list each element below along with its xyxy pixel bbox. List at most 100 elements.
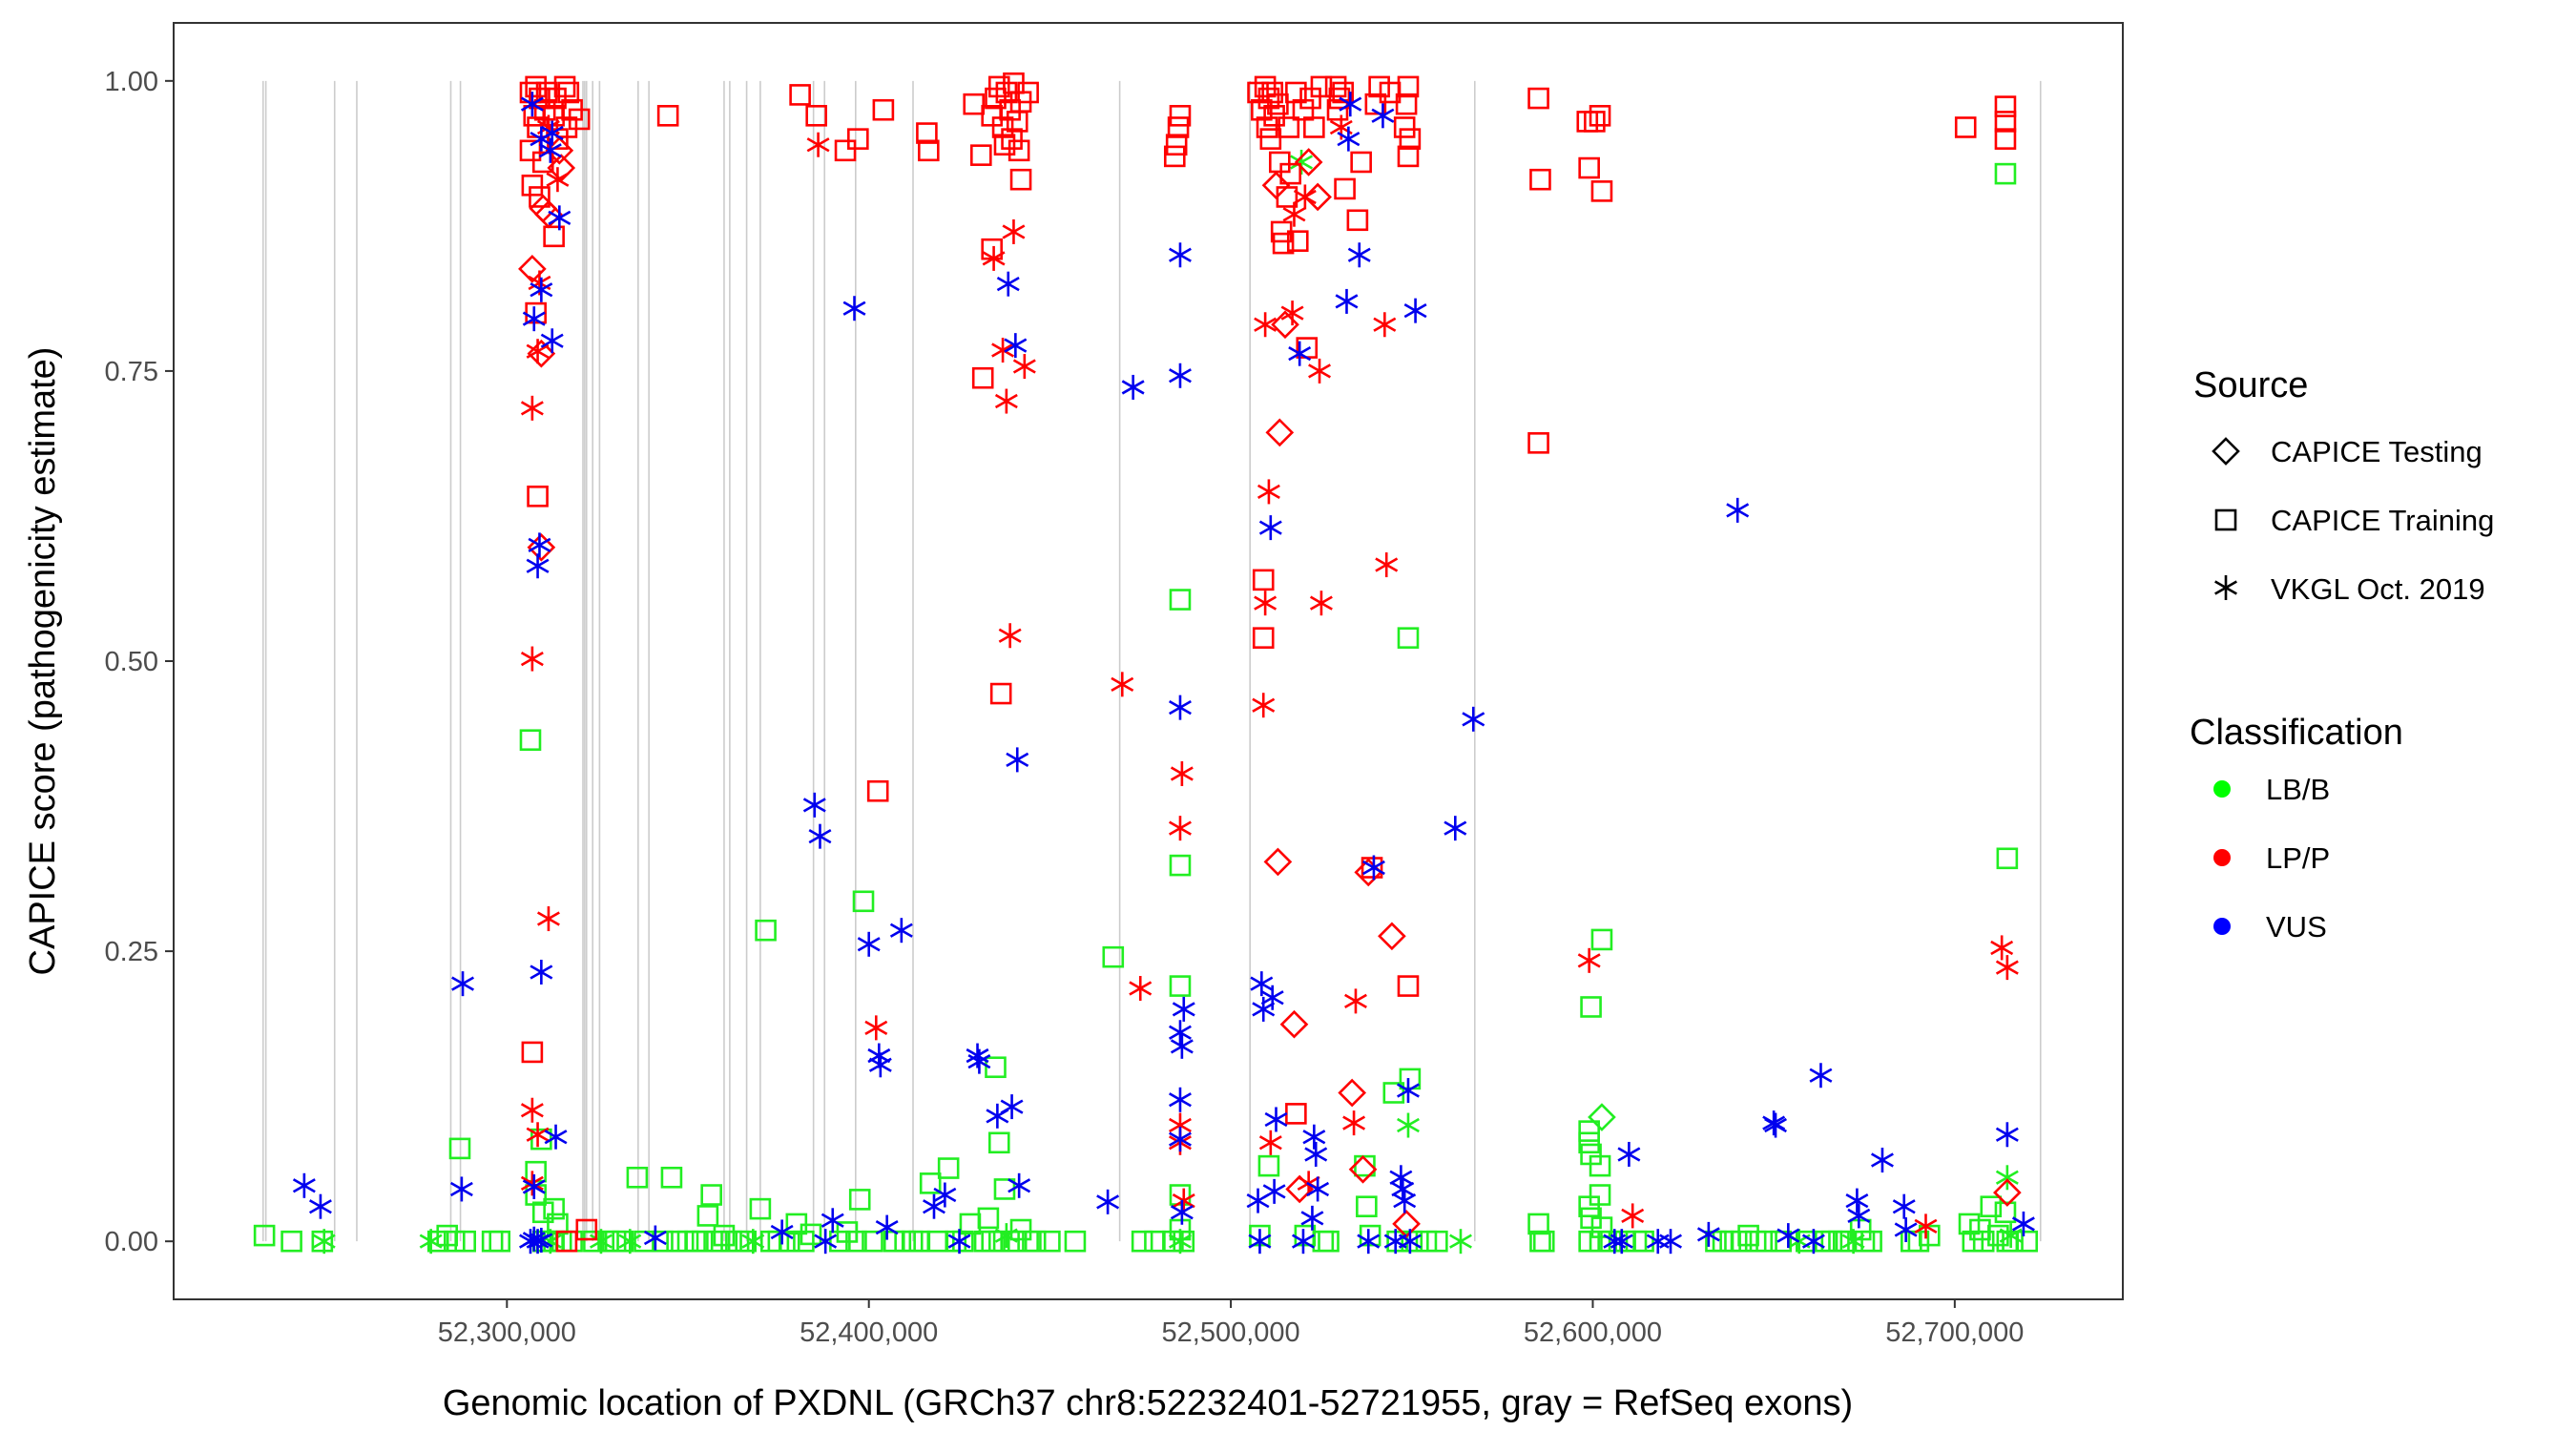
point-vkgl bbox=[520, 92, 544, 117]
x-axis-title: Genomic location of PXDNL (GRCh37 chr8:5… bbox=[443, 1383, 1853, 1423]
y-axis-title: CAPICE score (pathogenicity estimate) bbox=[23, 347, 63, 976]
point-testing bbox=[518, 255, 547, 283]
legend-shape-asterisk bbox=[2214, 575, 2237, 600]
point-training bbox=[848, 1189, 871, 1211]
point-training bbox=[1259, 128, 1282, 150]
point-training bbox=[970, 144, 992, 166]
point-vkgl bbox=[520, 1171, 544, 1196]
point-training bbox=[1860, 1230, 1882, 1253]
point-training bbox=[1954, 116, 1977, 138]
point-training bbox=[1009, 168, 1032, 191]
point-training bbox=[700, 1184, 722, 1206]
point-training bbox=[805, 105, 827, 127]
point-vkgl bbox=[741, 1229, 765, 1255]
point-training bbox=[1261, 81, 1284, 104]
point-vkgl bbox=[312, 1229, 336, 1255]
point-vkgl bbox=[868, 1052, 892, 1078]
point-vkgl bbox=[546, 167, 570, 193]
y-axis: 0.00 0.25 0.50 0.75 1.00 bbox=[105, 67, 174, 1257]
point-training bbox=[872, 98, 895, 121]
point-training bbox=[519, 729, 542, 752]
point-training bbox=[1356, 1195, 1378, 1217]
point-vkgl bbox=[1726, 497, 1750, 523]
point-vkgl bbox=[1302, 1124, 1326, 1150]
point-testing bbox=[527, 532, 556, 562]
point-vkgl bbox=[451, 971, 474, 997]
point-training bbox=[1584, 111, 1606, 133]
point-training bbox=[525, 75, 547, 98]
point-vkgl bbox=[1006, 747, 1029, 773]
point-vkgl bbox=[1169, 816, 1192, 841]
legend-source: Source CAPICE Testing CAPICE Training VK… bbox=[2193, 365, 2494, 606]
point-training bbox=[1324, 75, 1347, 98]
point-vkgl bbox=[998, 623, 1022, 649]
point-training bbox=[1272, 232, 1295, 255]
point-training bbox=[1167, 116, 1190, 138]
point-training bbox=[1169, 854, 1192, 877]
point-vkgl bbox=[842, 296, 866, 321]
point-training bbox=[519, 139, 542, 162]
legend-shape-diamond bbox=[2212, 437, 2240, 466]
point-vkgl bbox=[923, 1193, 945, 1219]
point-vkgl bbox=[864, 1015, 888, 1041]
point-vkgl bbox=[1121, 374, 1145, 400]
point-training bbox=[1578, 1120, 1600, 1142]
legend-key-capice-testing bbox=[2212, 437, 2240, 466]
point-vkgl bbox=[526, 553, 550, 579]
point-vkgl bbox=[1914, 1213, 1938, 1239]
legend-classification: Classification LB/B LP/P VUS bbox=[2190, 713, 2403, 944]
point-vkgl bbox=[1169, 1020, 1192, 1046]
point-training bbox=[1256, 116, 1278, 138]
point-training bbox=[1532, 1230, 1555, 1253]
point-training bbox=[557, 81, 580, 104]
point-vkgl bbox=[1258, 515, 1282, 541]
point-vkgl bbox=[1373, 312, 1397, 338]
point-training bbox=[1267, 93, 1289, 115]
point-vkgl bbox=[1577, 947, 1601, 973]
point-training bbox=[553, 75, 576, 98]
point-training bbox=[800, 1223, 822, 1246]
point-training bbox=[2016, 1230, 2039, 1253]
point-training bbox=[543, 1197, 565, 1220]
point-testing bbox=[1294, 148, 1323, 176]
point-training bbox=[1632, 1230, 1654, 1253]
point-training bbox=[543, 225, 565, 248]
point-vkgl bbox=[590, 1229, 613, 1255]
point-vkgl bbox=[1389, 1165, 1413, 1191]
point-vkgl bbox=[1801, 1229, 1825, 1255]
point-vkgl bbox=[1290, 149, 1314, 175]
legend-label-capice-training: CAPICE Training bbox=[2271, 504, 2494, 537]
point-vkgl bbox=[1172, 1188, 1195, 1213]
point-training bbox=[866, 779, 889, 802]
point-vkgl bbox=[1169, 695, 1192, 720]
exon-lines bbox=[261, 80, 2042, 1242]
point-training bbox=[971, 366, 994, 389]
point-vkgl bbox=[1258, 1130, 1282, 1155]
point-vkgl bbox=[538, 137, 562, 163]
point-vkgl bbox=[1337, 126, 1361, 152]
point-training bbox=[977, 1207, 1000, 1230]
legend-label-vkgl: VKGL Oct. 2019 bbox=[2271, 572, 2485, 606]
point-training bbox=[767, 1230, 790, 1253]
point-training bbox=[1346, 209, 1369, 232]
point-training bbox=[531, 151, 554, 174]
point-vkgl bbox=[1342, 1110, 1366, 1136]
point-training bbox=[527, 485, 549, 508]
point-vkgl bbox=[1361, 855, 1385, 881]
point-training bbox=[626, 1166, 649, 1189]
point-training bbox=[1994, 162, 2017, 185]
point-training bbox=[993, 134, 1016, 156]
point-vkgl bbox=[1995, 1122, 2019, 1148]
point-training bbox=[1994, 95, 2017, 117]
point-vkgl bbox=[1002, 218, 1026, 244]
x-axis: 52,300,000 52,400,000 52,500,000 52,600,000… bbox=[438, 1299, 2024, 1348]
point-training bbox=[1962, 1230, 1984, 1253]
point-testing bbox=[1263, 847, 1293, 877]
point-training bbox=[713, 1224, 736, 1247]
point-training bbox=[1350, 151, 1372, 174]
point-training bbox=[1173, 1230, 1195, 1253]
point-training bbox=[311, 1230, 334, 1253]
point-vkgl bbox=[1621, 1203, 1645, 1229]
point-training bbox=[1131, 1230, 1153, 1253]
point-training bbox=[488, 1230, 511, 1253]
